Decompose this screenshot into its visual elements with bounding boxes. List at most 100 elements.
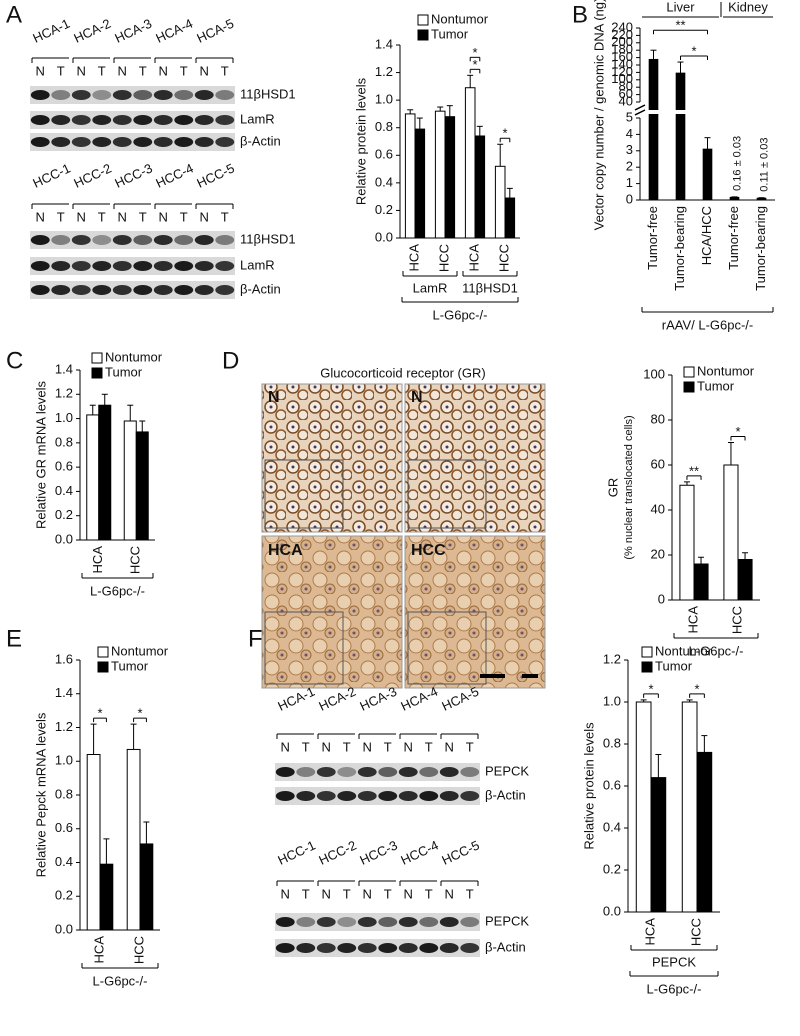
lane-label: N: [404, 886, 413, 901]
lane-label: T: [139, 209, 147, 224]
band-label: β-Actin: [240, 133, 281, 148]
blot-band: [71, 90, 91, 100]
lane-label: T: [302, 886, 310, 901]
panel-letter: C: [6, 347, 23, 374]
blot-band: [337, 767, 357, 777]
blot-band: [51, 235, 71, 245]
bar: [444, 116, 456, 239]
blot-band: [51, 90, 71, 100]
inset-frame: [264, 611, 344, 685]
x-tick-label: HCA: [90, 546, 105, 574]
y-axis-label: Relative protein levels: [581, 722, 596, 850]
y-tick-label: 0.2: [55, 507, 73, 522]
band-label: β-Actin: [485, 939, 526, 954]
significance-label: *: [735, 424, 740, 439]
y-tick-label: 140: [611, 56, 633, 71]
y-axis-label: Relative Pepck mRNA levels: [33, 712, 48, 877]
group-label: L-G6pc-/-: [90, 583, 145, 598]
y-tick-label: 0.0: [55, 921, 73, 936]
bar: [123, 420, 137, 541]
blot-band: [419, 767, 439, 777]
lane-label: N: [36, 209, 45, 224]
legend-swatch: [641, 646, 653, 658]
x-tick-label: HCC: [436, 244, 451, 272]
significance-label: **: [689, 463, 699, 478]
blot-band: [439, 767, 459, 777]
micrograph-label: N: [268, 389, 280, 406]
panel-letter: A: [6, 1, 22, 28]
blot-band: [460, 943, 480, 953]
y-tick-label: 0.4: [55, 854, 73, 869]
lane-label: T: [57, 63, 65, 78]
blot-band: [357, 917, 377, 927]
legend-swatch: [91, 367, 103, 379]
y-tick-label: 4: [626, 126, 633, 141]
blot-band: [337, 917, 357, 927]
bar: [86, 414, 100, 541]
significance-label: *: [472, 45, 477, 60]
y-tick-label: 0.8: [55, 434, 73, 449]
blot-band: [398, 943, 418, 953]
legend-label: Nontumor: [431, 11, 489, 26]
legend-label: Nontumor: [105, 349, 163, 364]
blot-band: [92, 90, 112, 100]
y-tick-label: 0.4: [603, 819, 621, 834]
blot-band: [296, 943, 316, 953]
band-label: LamR: [240, 111, 275, 126]
bar: [99, 863, 114, 931]
blot-band: [378, 943, 398, 953]
bar: [650, 777, 667, 913]
group-label: PEPCK: [652, 954, 696, 969]
group-label: L-G6pc-/-: [433, 307, 488, 322]
blot-band: [275, 943, 295, 953]
blot-band: [215, 261, 235, 271]
y-tick-label: 60: [651, 456, 665, 471]
blot-band: [174, 90, 194, 100]
blot-band: [153, 235, 173, 245]
blot-band: [439, 917, 459, 927]
y-tick-label: 1.2: [375, 64, 393, 79]
blot-band: [215, 90, 235, 100]
bar: [737, 559, 753, 601]
blot-band: [357, 791, 377, 801]
blot-band: [275, 767, 295, 777]
lane-label: T: [384, 886, 392, 901]
y-tick-label: 0.6: [55, 459, 73, 474]
bar: [681, 701, 698, 913]
inset-frame: [264, 459, 344, 529]
blot-band: [112, 285, 132, 295]
legend-swatch: [97, 646, 109, 658]
bar: [86, 754, 101, 931]
y-tick-label: 240: [611, 19, 633, 34]
y-tick-label: 0.0: [55, 531, 73, 546]
y-tick-label: 1.0: [603, 693, 621, 708]
blot-band: [30, 137, 50, 147]
group-label: rAAV/ L-G6pc-/-: [662, 317, 754, 332]
micrograph: [404, 383, 546, 533]
band-label: β-Actin: [485, 787, 526, 802]
blot-band: [337, 791, 357, 801]
blot-band: [460, 791, 480, 801]
sample-label: HCA-2: [71, 16, 113, 46]
significance-label: *: [502, 126, 507, 141]
blot-band: [316, 791, 336, 801]
legend-label: Tumor: [431, 26, 469, 41]
legend-label: Tumor: [111, 658, 149, 673]
y-tick-label: 160: [611, 49, 633, 64]
sample-label: HCA-4: [153, 16, 195, 46]
micrograph-title: Glucocorticoid receptor (GR): [320, 365, 485, 380]
blot-band: [71, 115, 91, 125]
blot-band: [133, 285, 153, 295]
y-tick-label: 200: [611, 34, 633, 49]
blot-band: [296, 917, 316, 927]
lane-label: N: [404, 739, 413, 754]
blot-band: [398, 917, 418, 927]
blot-band: [92, 285, 112, 295]
y-tick-label: 0.2: [375, 202, 393, 217]
blot-band: [133, 261, 153, 271]
legend-label: Nontumor: [111, 643, 169, 658]
inset-frame: [407, 611, 487, 685]
y-tick-label: 1.2: [55, 719, 73, 734]
bar: [474, 135, 486, 239]
blot-band: [316, 943, 336, 953]
